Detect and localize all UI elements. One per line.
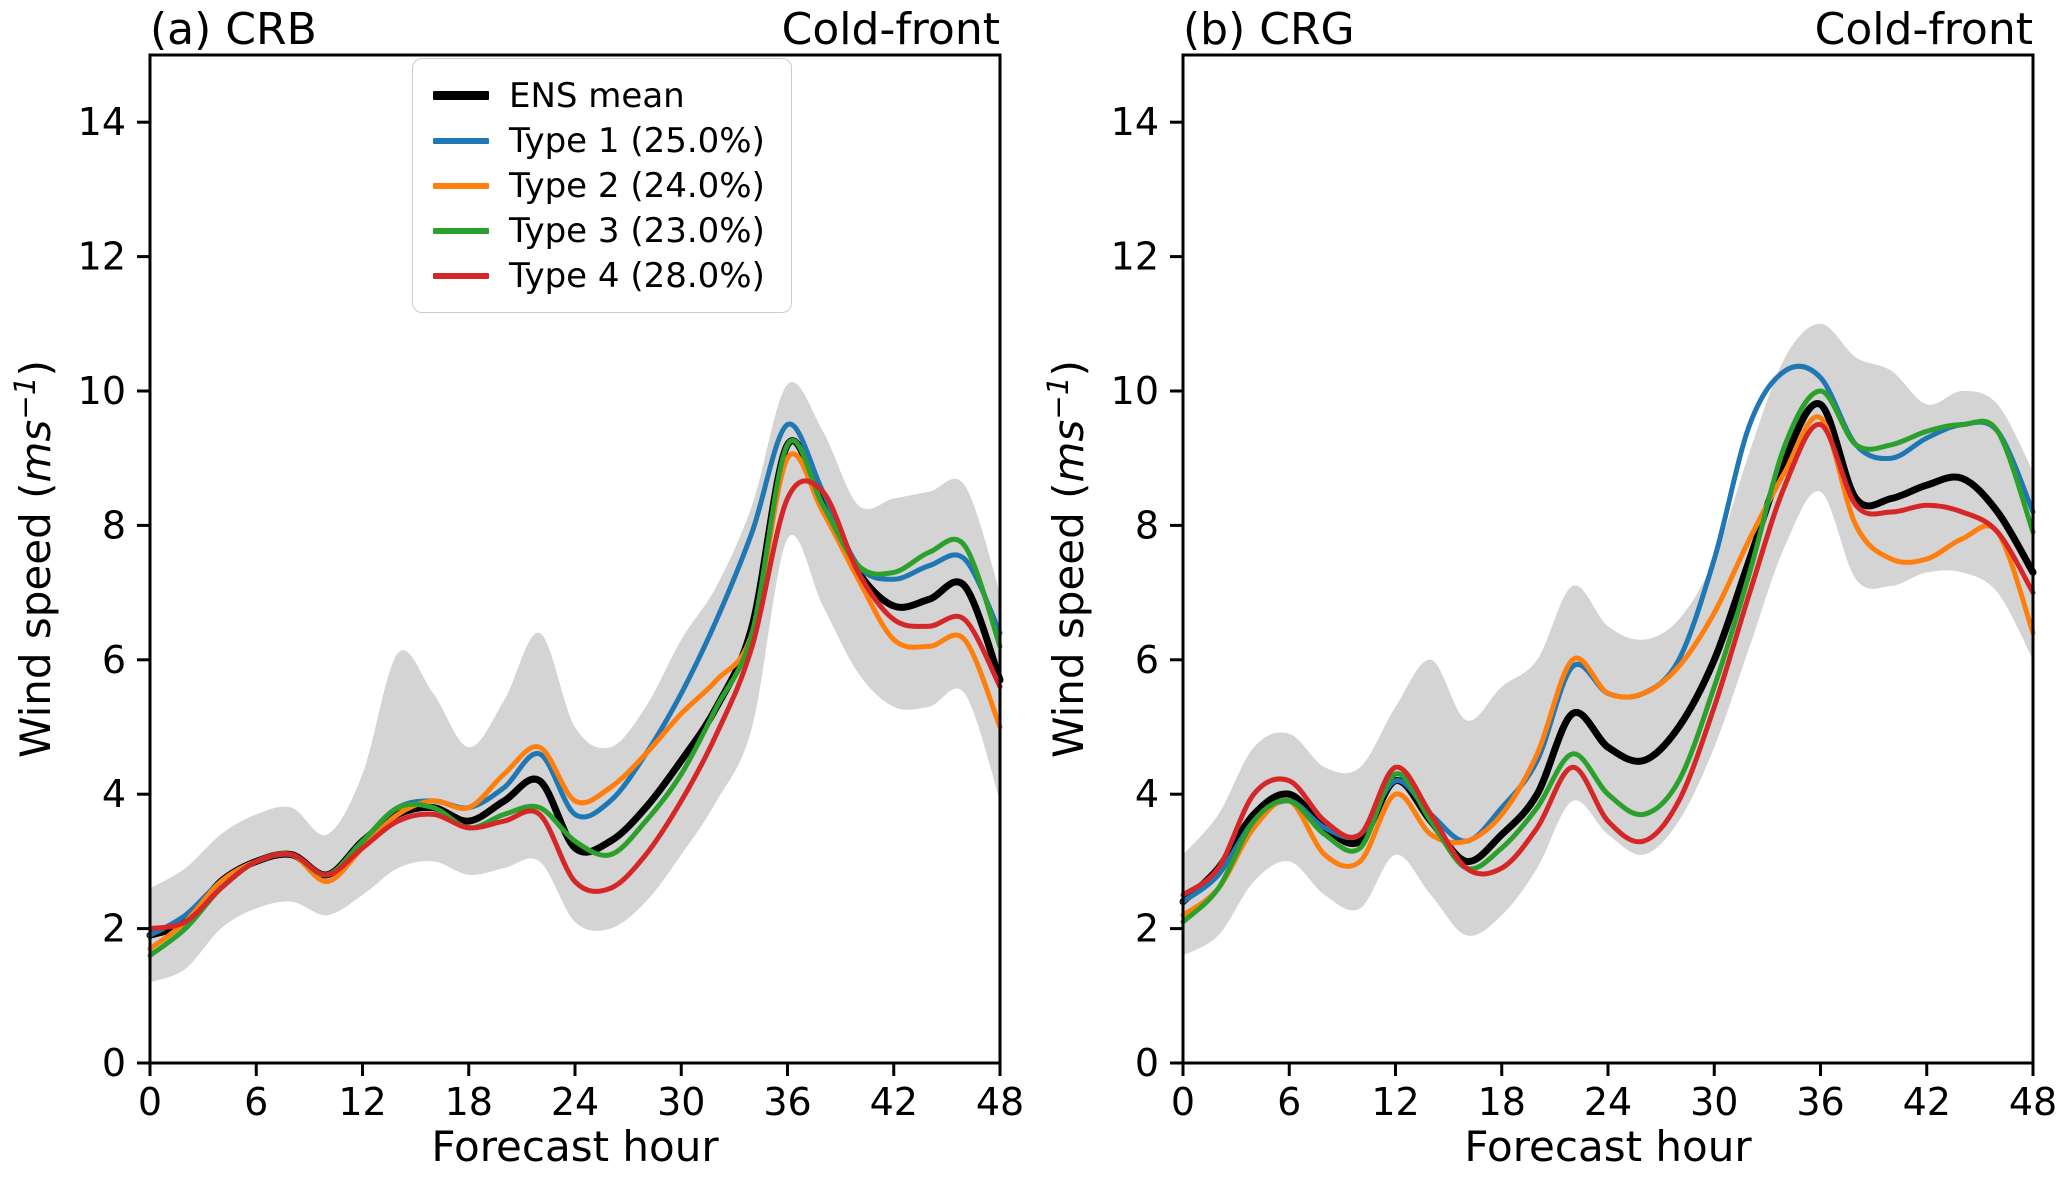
legend-item-type-1: Type 1 (25.0%) — [433, 118, 765, 163]
legend-line-swatch — [433, 137, 489, 144]
panel-b-event-label: Cold-front — [1814, 4, 2033, 55]
series-line-2 — [1180, 414, 2036, 918]
legend-item-ens-mean: ENS mean — [433, 73, 765, 118]
y-tick-label: 6 — [102, 638, 126, 682]
series-line-4 — [1180, 422, 2036, 898]
panel-a: 0 6 12 18 24 30 36 42 48 0 2 4 6 8 10 12 14 (a) CRB Cold… — [0, 0, 1033, 1193]
series-line-4 — [147, 478, 1003, 932]
y-tick-label: 6 — [1135, 638, 1159, 682]
panel-b-label: (b) CRG — [1183, 4, 1355, 55]
legend-line-swatch — [433, 91, 489, 100]
y-tick-label: 8 — [102, 503, 126, 547]
x-tick-label: 30 — [657, 1080, 705, 1124]
x-tick-label: 36 — [1796, 1080, 1844, 1124]
x-tick-label: 24 — [1584, 1080, 1632, 1124]
x-tick-label: 24 — [551, 1080, 599, 1124]
legend-label: Type 3 (23.0%) — [509, 210, 765, 251]
legend: ENS mean Type 1 (25.0%) Type 2 (24.0%) T… — [412, 58, 792, 313]
panel-b: 0 6 12 18 24 30 36 42 48 0 2 4 6 8 10 12 14 (b) CRG Cold… — [1033, 0, 2066, 1193]
x-tick-label: 6 — [1277, 1080, 1301, 1124]
y-tick-label: 12 — [78, 235, 126, 279]
x-tick-label: 6 — [244, 1080, 268, 1124]
y-tick-label: 2 — [102, 907, 126, 951]
panel-a-event-label: Cold-front — [781, 4, 1000, 55]
x-tick-label: 48 — [2009, 1080, 2057, 1124]
y-tick-label: 0 — [102, 1041, 126, 1085]
legend-label: Type 2 (24.0%) — [509, 165, 765, 206]
y-tick-label: 2 — [1135, 907, 1159, 951]
x-tick-label: 30 — [1690, 1080, 1738, 1124]
legend-item-type-2: Type 2 (24.0%) — [433, 163, 765, 208]
plot-box — [148, 53, 1002, 1065]
band-ensemble-spread — [150, 381, 1000, 983]
legend-item-type-4: Type 4 (28.0%) — [433, 253, 765, 298]
x-tick-label: 48 — [976, 1080, 1024, 1124]
legend-line-swatch — [433, 227, 489, 234]
plot-box — [1181, 53, 2035, 1065]
panel-a-ylabel: Wind speed (ms−1) — [8, 359, 60, 759]
panel-a-xlabel: Forecast hour — [431, 1122, 719, 1171]
x-tick-label: 0 — [1171, 1080, 1195, 1124]
series-line-3 — [1180, 388, 2036, 925]
x-tick-label: 36 — [763, 1080, 811, 1124]
legend-label: ENS mean — [509, 75, 685, 116]
legend-label: Type 4 (28.0%) — [509, 255, 765, 296]
x-tick-label: 12 — [338, 1080, 386, 1124]
panel-b-ylabel: Wind speed (ms−1) — [1041, 359, 1093, 759]
y-tick-label: 8 — [1135, 503, 1159, 547]
y-tick-label: 0 — [1135, 1041, 1159, 1085]
x-tick-label: 18 — [1478, 1080, 1526, 1124]
x-tick-label: 18 — [445, 1080, 493, 1124]
panel-a-label: (a) CRB — [150, 4, 317, 55]
y-tick-label: 10 — [78, 369, 126, 413]
x-tick-label: 42 — [870, 1080, 918, 1124]
legend-line-swatch — [433, 182, 489, 189]
legend-label: Type 1 (25.0%) — [509, 120, 765, 161]
panel-b-xlabel: Forecast hour — [1464, 1122, 1752, 1171]
y-tick-label: 10 — [1111, 369, 1159, 413]
x-tick-label: 0 — [138, 1080, 162, 1124]
y-tick-label: 4 — [1135, 772, 1159, 816]
legend-line-swatch — [433, 272, 489, 279]
x-tick-label: 42 — [1903, 1080, 1951, 1124]
y-tick-label: 4 — [102, 772, 126, 816]
y-tick-label: 14 — [78, 100, 126, 144]
y-tick-label: 14 — [1111, 100, 1159, 144]
legend-item-type-3: Type 3 (23.0%) — [433, 208, 765, 253]
y-tick-label: 12 — [1111, 235, 1159, 279]
x-tick-label: 12 — [1371, 1080, 1419, 1124]
band-ensemble-spread — [1183, 323, 2033, 956]
